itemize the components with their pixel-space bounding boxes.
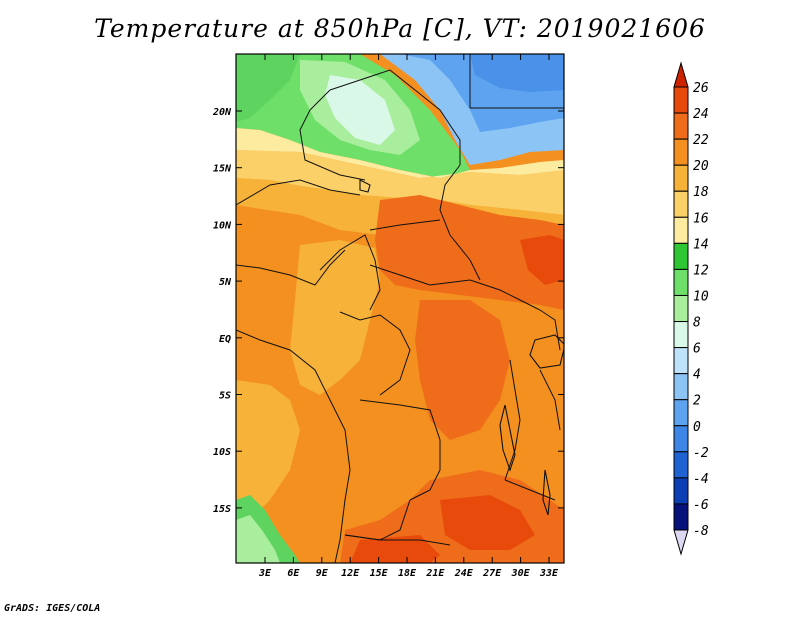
border-libya-chad [329,69,461,165]
border-chad-car [369,219,441,231]
colorbar-label: 16 [693,211,709,226]
lon-label: 6E [287,568,300,579]
border-uganda [519,299,561,351]
longitude-axis: 3E 6E 9E 12E 15E 18E 21E 24E 27E 30E 33E [258,54,559,579]
border-cameroon [319,234,381,311]
lake-chad [359,179,371,193]
colorbar-segment [673,112,689,140]
lon-label: 18E [398,568,417,579]
lake-tanganyika [499,404,516,472]
lon-label: 12E [341,568,360,579]
field-atlantic-14c [236,515,280,563]
border-coast-west [236,329,351,563]
lat-label: 10N [213,220,232,231]
border-drc-east [504,359,521,481]
lon-label: 24E [454,568,474,579]
colorbar-segment [673,86,689,114]
colorbar-segment [673,138,689,166]
colorbar-label: 22 [693,133,709,148]
border-nigeria-north [236,179,361,206]
map-title: Temperature at 850hPa [C], VT: 201902160… [94,14,706,43]
field-zambia-24c [440,495,535,550]
field-sahara-14c [236,128,564,178]
colorbar-segment [673,503,689,531]
colorbar-segment [673,451,689,479]
colorbar-segment [673,164,689,192]
colorbar-label: 26 [693,81,709,96]
lake-victoria [529,334,564,369]
border-gabon-congo [339,311,411,396]
border-car-south [369,264,521,301]
border-tanzania [539,369,561,431]
colorbar-segment [673,425,689,453]
lon-label: 30E [511,568,531,579]
field-sudan-24c [520,235,564,285]
colorbar-segment [673,190,689,218]
lon-label: 33E [539,568,559,579]
field-coast-18c [236,380,300,525]
field-sahel-16c [236,150,564,215]
colorbar-label: 20 [693,159,709,174]
colorbar-label: 18 [693,185,709,200]
lat-label: 5N [219,277,232,288]
border-angola-namibia [344,534,451,546]
colorbar-label: 0 [693,420,701,435]
field-central-18c [290,240,380,395]
border-chad-sudan [439,164,481,281]
border-niger-chad [299,89,366,181]
border-zambia-east [504,479,556,501]
colorbar-segment [673,477,689,505]
field-west-10c [236,54,300,122]
colorbar-top-arrow [673,61,689,88]
colorbar-label: 2 [693,394,701,409]
border-drc-angola [359,399,441,501]
lon-label: 9E [316,568,329,579]
lon-label: 27E [482,568,502,579]
colorbar-label: 10 [693,289,709,304]
lat-label: EQ [219,334,231,345]
colorbar-bottom-arrow [673,529,689,556]
colorbar-segment [673,347,689,375]
colorbar-label: 4 [693,368,701,383]
colorbar-segment [673,268,689,296]
field-egypt-0c [470,54,564,92]
lat-label: 15S [213,504,231,515]
field-sahara-6c [325,75,395,145]
lat-label: 20N [212,107,232,118]
colorbar-label: -8 [693,524,709,539]
field-drc-22c [415,300,510,440]
colorbar-label: -4 [693,472,709,487]
temperature-field-map [236,54,564,563]
lon-label: 3E [258,568,272,579]
border-nigeria [236,249,346,286]
colorbar-segment [673,242,689,270]
colorbar-label: -6 [693,498,709,513]
latitude-axis: 20N 15N 10N 5N EQ 5S 10S 15S [212,107,564,515]
colorbar-segment [673,294,689,323]
field-south-24c [350,535,440,563]
colorbar-segment [673,399,689,427]
colorbar-label: 6 [693,342,701,357]
colorbar-segment [673,321,689,349]
lat-label: 5S [219,391,231,402]
lat-label: 15N [213,164,232,175]
lon-label: 21E [425,568,445,579]
footer-credit: GrADS: IGES/COLA [4,603,101,614]
colorbar-label: 12 [693,263,709,278]
lake-malawi [542,469,551,516]
colorbar-segment [673,373,689,401]
map-frame [235,53,565,564]
colorbar-label: 24 [693,107,709,122]
lakes [359,179,564,516]
lon-label: 15E [370,568,389,579]
country-borders [236,54,564,563]
colorbar-label: 8 [693,316,701,331]
colorbar-segment [673,216,689,244]
colorbar-label: 14 [693,237,709,252]
colorbar-label: -2 [693,446,709,461]
lat-label: 10S [213,447,231,458]
field-sudan-22c [375,195,564,310]
